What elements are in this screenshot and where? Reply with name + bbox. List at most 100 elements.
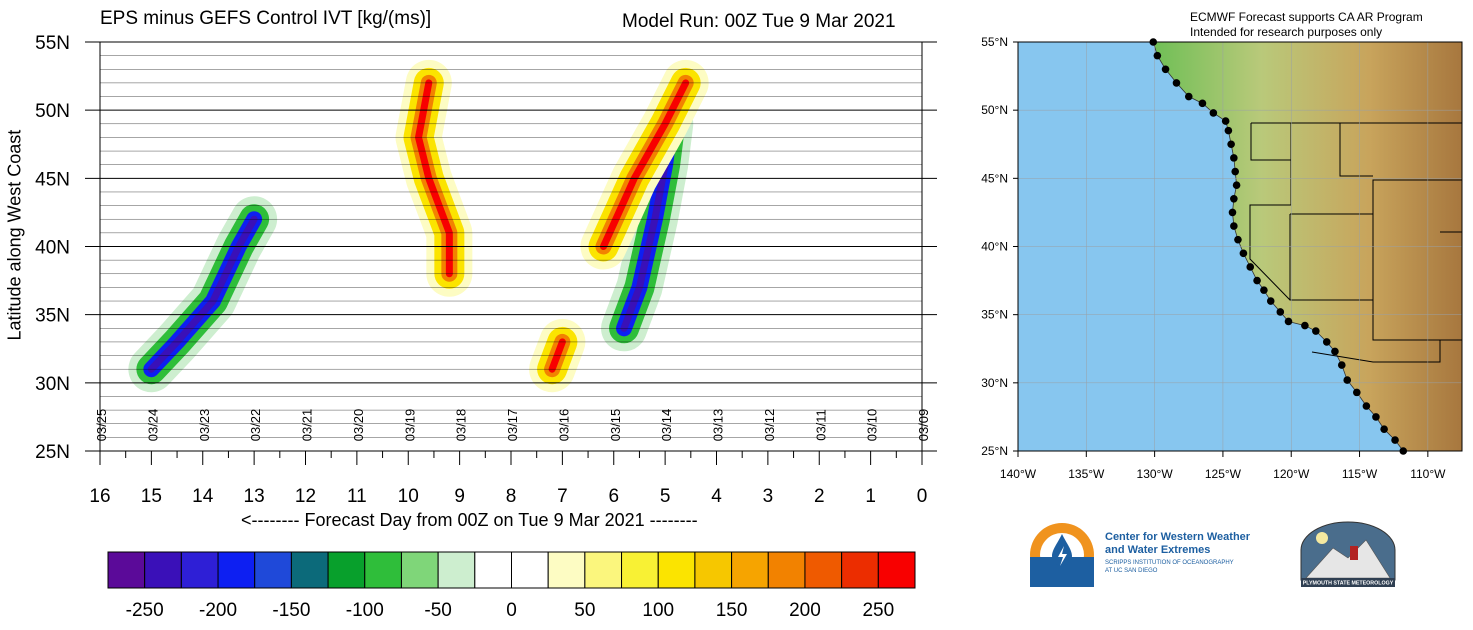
date-label: 03/18 [454, 409, 469, 442]
coast-point [1224, 126, 1233, 135]
y-tick-label: 50N [35, 101, 70, 122]
coast-point [1253, 276, 1261, 285]
lat-tick-label: 55°N [981, 35, 1008, 49]
date-label: 03/20 [351, 409, 366, 442]
cw3e-line3: SCRIPPS INSTITUTION OF OCEANOGRAPHY [1105, 560, 1234, 566]
colorbar-tick-labels: -250 -200 -150 -100 -50 0 50 100 150 200 250 [126, 600, 895, 621]
x-axis-label: <-------- Forecast Day from 00Z on Tue 9… [241, 510, 698, 530]
map-note-research: Intended for research purposes only [1190, 25, 1383, 39]
coast-point [1221, 117, 1230, 125]
date-label: 03/16 [556, 409, 571, 442]
x-tick-label: 6 [608, 486, 619, 507]
coast-points [1149, 38, 1408, 455]
date-label: 03/22 [248, 409, 263, 442]
lon-tick-label: 125°W [1205, 467, 1242, 481]
lat-tick-label: 50°N [981, 103, 1008, 117]
weather-station-icon [1350, 546, 1358, 560]
date-label: 03/19 [402, 409, 417, 442]
x-tick-label: 4 [711, 486, 722, 507]
colorbar-swatch [327, 551, 366, 589]
colorbar-swatch [547, 551, 586, 589]
coast-point [1161, 65, 1170, 74]
x-tick-label: 3 [763, 486, 774, 507]
coast-point [1234, 235, 1242, 244]
colorbar-tick-label: -200 [199, 600, 237, 621]
coast-point [1230, 154, 1238, 162]
coast-point [1246, 263, 1255, 271]
coast-point [1230, 194, 1238, 203]
chart-title: EPS minus GEFS Control IVT [kg/(ms)] [100, 8, 432, 29]
lon-tick-label: 130°W [1137, 467, 1174, 481]
coast-point [1266, 297, 1275, 305]
coast-point [1198, 99, 1207, 108]
x-tick-label: 8 [506, 486, 517, 507]
lightning-icon [1058, 546, 1067, 566]
coast-point [1312, 327, 1320, 335]
x-tick-labels: 16 15 14 13 12 11 10 9 8 7 6 5 4 3 2 1 0 [89, 486, 927, 507]
date-label: 03/10 [865, 409, 880, 442]
colorbar-swatch [731, 551, 769, 589]
lon-tick-label: 110°W [1410, 467, 1446, 481]
date-label: 03/17 [505, 409, 520, 442]
plymouth-state-logo: PLYMOUTH STATE METEOROLOGY [1300, 521, 1396, 587]
colorbar-swatch [694, 551, 733, 589]
colorbar-swatch [180, 551, 219, 589]
cw3e-line4: AT UC SAN DIEGO [1105, 568, 1158, 574]
west-coast-map: 140°W 135°W 130°W 125°W 120°W 115°W 110°W 25°N… [981, 35, 1463, 481]
map-note-program: ECMWF Forecast supports CA AR Program [1190, 10, 1423, 24]
lon-tick-label: 140°W [1000, 467, 1037, 481]
colorbar-tick-label: -250 [126, 600, 164, 621]
model-run-label: Model Run: 00Z Tue 9 Mar 2021 [622, 11, 896, 32]
colorbar-swatch [767, 551, 806, 589]
cw3e-line1: Center for Western Weather [1105, 531, 1251, 543]
x-tick-label: 0 [917, 486, 928, 507]
coast-point [1284, 317, 1293, 326]
date-label: 03/09 [916, 409, 931, 442]
date-label: 03/23 [197, 409, 212, 442]
colorbar-swatch [841, 551, 879, 589]
x-tick-label: 9 [454, 486, 465, 507]
ivt-diff-chart: 03/25 03/24 03/23 03/22 03/21 03/20 03/19 03/18… [35, 33, 937, 621]
coast-point [1399, 447, 1408, 455]
colorbar [107, 551, 916, 589]
lat-tick-label: 45°N [981, 171, 1008, 185]
colorbar-swatch [144, 551, 182, 589]
lon-tick-label: 120°W [1273, 467, 1310, 481]
coast-point [1232, 181, 1241, 189]
coast-point [1372, 413, 1380, 421]
colorbar-swatch [400, 551, 439, 589]
coast-point [1380, 425, 1388, 433]
y-tick-label: 55N [35, 33, 70, 54]
date-label: 03/12 [762, 409, 777, 442]
y-tick-label: 35N [35, 306, 70, 327]
coast-point [1184, 92, 1193, 101]
date-label: 03/21 [300, 409, 315, 442]
colorbar-swatch [217, 551, 256, 589]
y-tick-label: 25N [35, 442, 70, 463]
date-label: 03/13 [711, 409, 726, 442]
x-tick-label: 2 [814, 486, 825, 507]
coast-point [1391, 436, 1399, 444]
coast-point [1343, 376, 1352, 384]
colorbar-tick-label: 0 [506, 600, 517, 621]
colorbar-swatch [877, 551, 916, 589]
colorbar-swatch [364, 551, 402, 589]
colorbar-tick-label: 200 [789, 600, 821, 621]
colorbar-swatch [107, 551, 146, 589]
state-borders [1249, 122, 1462, 363]
lat-gridlines [85, 41, 937, 452]
colorbar-swatch [511, 551, 549, 589]
colorbar-swatch [621, 551, 659, 589]
y-tick-labels: 25N 30N 35N 40N 45N 50N 55N [35, 33, 70, 463]
x-tick-label: 5 [660, 486, 671, 507]
colorbar-swatch [584, 551, 623, 589]
colorbar-swatch [290, 551, 329, 589]
lon-tick-label: 135°W [1068, 467, 1105, 481]
x-tick-label: 14 [192, 486, 214, 507]
coast-point [1209, 109, 1218, 117]
colorbar-swatch [254, 551, 292, 589]
x-tick-label: 13 [244, 486, 265, 507]
colorbar-tick-label: 50 [574, 600, 595, 621]
coast-point [1322, 338, 1331, 346]
lat-tick-label: 40°N [981, 240, 1008, 254]
